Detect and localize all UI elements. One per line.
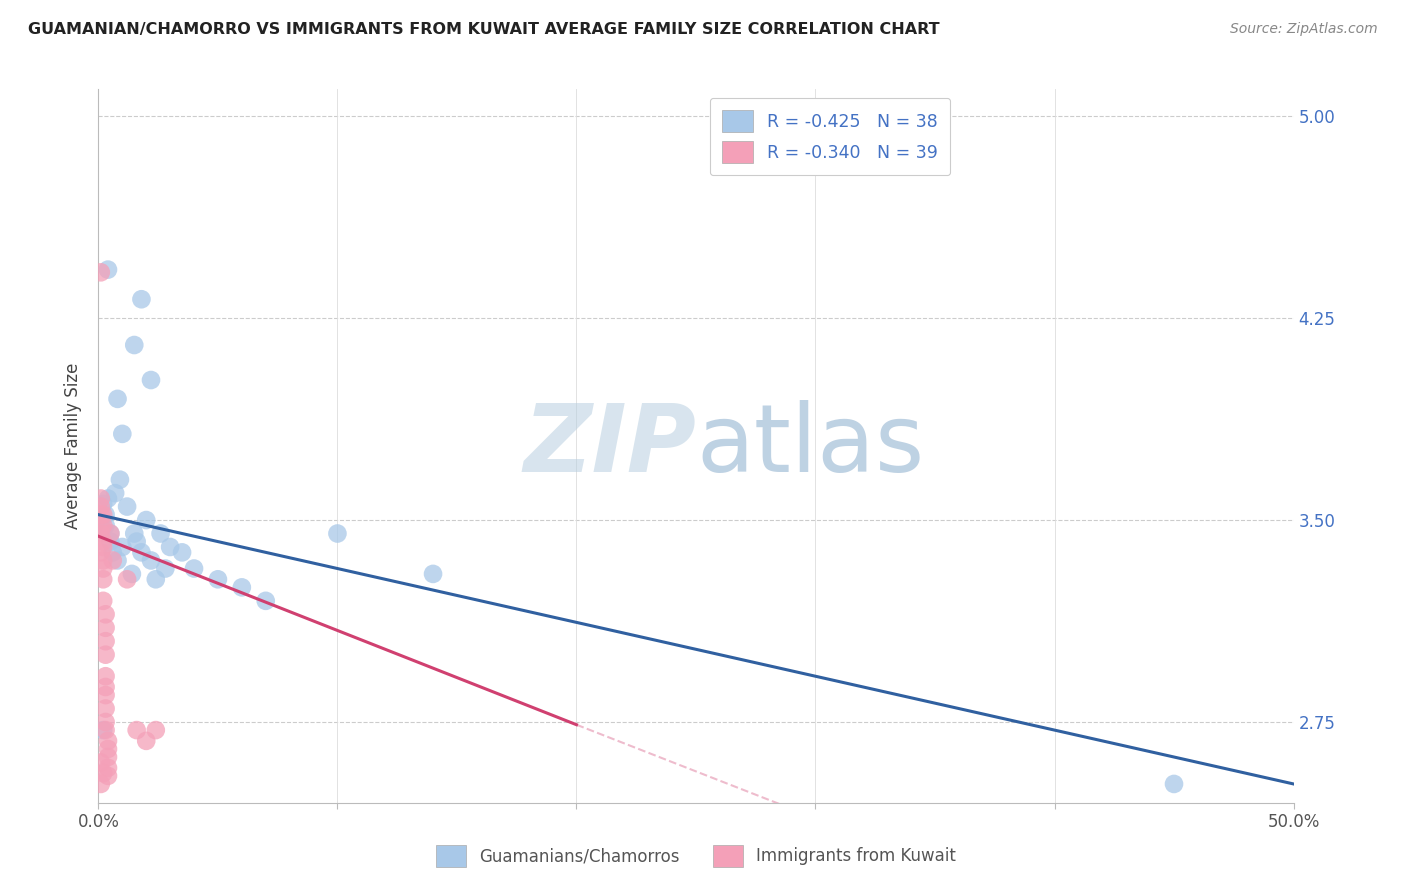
Point: [91, 572, 114, 586]
Point: [115, 572, 138, 586]
Point: [422, 566, 444, 581]
Point: [90, 513, 112, 527]
Point: [98, 526, 122, 541]
Point: [145, 723, 167, 737]
Point: [91, 497, 114, 511]
Point: [155, 561, 177, 575]
Point: [139, 373, 162, 387]
Point: [124, 526, 146, 541]
Point: [131, 292, 153, 306]
Point: [326, 526, 349, 541]
Point: [101, 553, 124, 567]
Point: [98, 526, 122, 541]
Point: [94, 518, 117, 533]
Point: [139, 553, 162, 567]
Point: [90, 756, 112, 770]
Point: [94, 607, 117, 622]
Point: [111, 426, 134, 441]
Point: [124, 338, 146, 352]
Point: [111, 540, 134, 554]
Point: [94, 714, 117, 729]
Point: [231, 580, 253, 594]
Point: [90, 545, 112, 559]
Point: [90, 500, 112, 514]
Point: [91, 540, 114, 554]
Point: [107, 553, 129, 567]
Point: [97, 734, 120, 748]
Point: [125, 534, 148, 549]
Point: [1163, 777, 1185, 791]
Point: [90, 491, 112, 506]
Legend: Guamanians/Chamorros, Immigrants from Kuwait: Guamanians/Chamorros, Immigrants from Ku…: [426, 835, 966, 877]
Point: [94, 723, 117, 737]
Point: [107, 392, 129, 406]
Point: [91, 594, 114, 608]
Point: [91, 508, 114, 522]
Point: [183, 561, 205, 575]
Point: [91, 518, 114, 533]
Point: [207, 572, 229, 586]
Point: [145, 572, 167, 586]
Point: [115, 500, 138, 514]
Point: [90, 526, 112, 541]
Point: [90, 265, 112, 279]
Text: GUAMANIAN/CHAMORRO VS IMMIGRANTS FROM KUWAIT AVERAGE FAMILY SIZE CORRELATION CHA: GUAMANIAN/CHAMORRO VS IMMIGRANTS FROM KU…: [28, 22, 939, 37]
Point: [121, 566, 143, 581]
Point: [135, 513, 157, 527]
Point: [94, 621, 117, 635]
Point: [97, 262, 120, 277]
Point: [97, 742, 120, 756]
Point: [91, 553, 114, 567]
Point: [98, 534, 122, 549]
Y-axis label: Average Family Size: Average Family Size: [63, 363, 82, 529]
Point: [94, 648, 117, 662]
Point: [94, 680, 117, 694]
Point: [94, 669, 117, 683]
Point: [172, 545, 194, 559]
Point: [104, 486, 127, 500]
Point: [90, 518, 112, 533]
Point: [125, 723, 148, 737]
Point: [90, 508, 112, 522]
Text: Source: ZipAtlas.com: Source: ZipAtlas.com: [1230, 22, 1378, 37]
Point: [108, 473, 131, 487]
Point: [149, 526, 172, 541]
Point: [131, 545, 153, 559]
Point: [94, 701, 117, 715]
Point: [97, 769, 120, 783]
Point: [91, 723, 114, 737]
Point: [94, 688, 117, 702]
Point: [91, 561, 114, 575]
Point: [91, 534, 114, 549]
Text: atlas: atlas: [696, 400, 924, 492]
Point: [94, 634, 117, 648]
Point: [135, 734, 157, 748]
Point: [254, 594, 277, 608]
Text: ZIP: ZIP: [523, 400, 696, 492]
Point: [97, 491, 120, 506]
Point: [97, 761, 120, 775]
Point: [94, 508, 117, 522]
Point: [101, 545, 124, 559]
Point: [159, 540, 181, 554]
Point: [91, 766, 114, 780]
Point: [97, 750, 120, 764]
Point: [90, 777, 112, 791]
